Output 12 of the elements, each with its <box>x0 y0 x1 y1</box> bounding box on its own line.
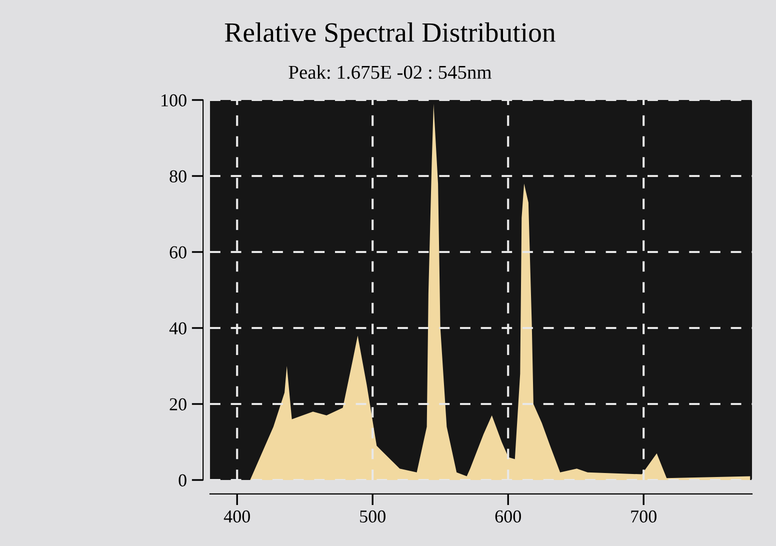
x-tick-label: 700 <box>631 510 656 523</box>
y-tick-label: 40 <box>169 322 186 334</box>
x-tick-label: 400 <box>224 510 250 523</box>
y-tick-label: 0 <box>178 474 186 486</box>
y-tick-label: 100 <box>162 94 186 106</box>
x-tick-label: 600 <box>495 510 521 523</box>
y-tick-label: 20 <box>170 398 186 410</box>
chart-subtitle: Peak: 1.675E -02 : 545nm <box>288 65 492 79</box>
x-tick-label: 500 <box>360 510 386 523</box>
y-tick-label: 60 <box>170 246 186 258</box>
chart-title: Relative Spectral Distribution <box>224 22 556 48</box>
y-tick-label: 80 <box>170 170 186 182</box>
